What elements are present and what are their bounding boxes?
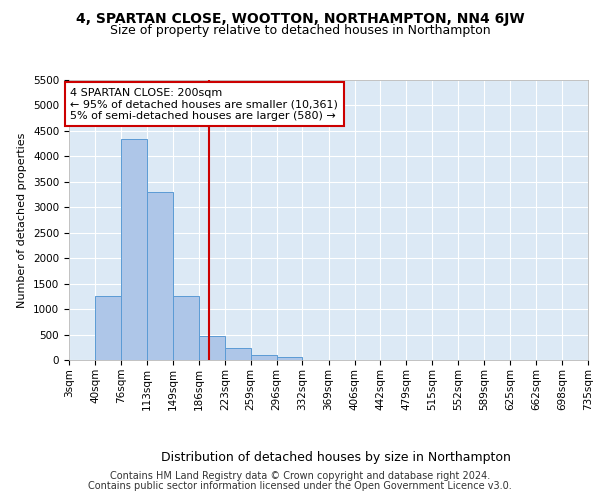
Text: Size of property relative to detached houses in Northampton: Size of property relative to detached ho… — [110, 24, 490, 37]
Bar — [121, 138, 147, 360]
Bar — [147, 192, 173, 360]
Text: Contains public sector information licensed under the Open Government Licence v3: Contains public sector information licen… — [88, 481, 512, 491]
Text: 4 SPARTAN CLOSE: 200sqm
← 95% of detached houses are smaller (10,361)
5% of semi: 4 SPARTAN CLOSE: 200sqm ← 95% of detache… — [70, 88, 338, 121]
Bar — [225, 348, 251, 360]
Text: Contains HM Land Registry data © Crown copyright and database right 2024.: Contains HM Land Registry data © Crown c… — [110, 471, 490, 481]
Bar — [251, 355, 277, 360]
Bar — [277, 357, 302, 360]
Text: 4, SPARTAN CLOSE, WOOTTON, NORTHAMPTON, NN4 6JW: 4, SPARTAN CLOSE, WOOTTON, NORTHAMPTON, … — [76, 12, 524, 26]
Y-axis label: Number of detached properties: Number of detached properties — [17, 132, 28, 308]
Bar — [199, 336, 225, 360]
Bar — [173, 296, 199, 360]
Bar — [95, 296, 121, 360]
Text: Distribution of detached houses by size in Northampton: Distribution of detached houses by size … — [161, 451, 511, 464]
